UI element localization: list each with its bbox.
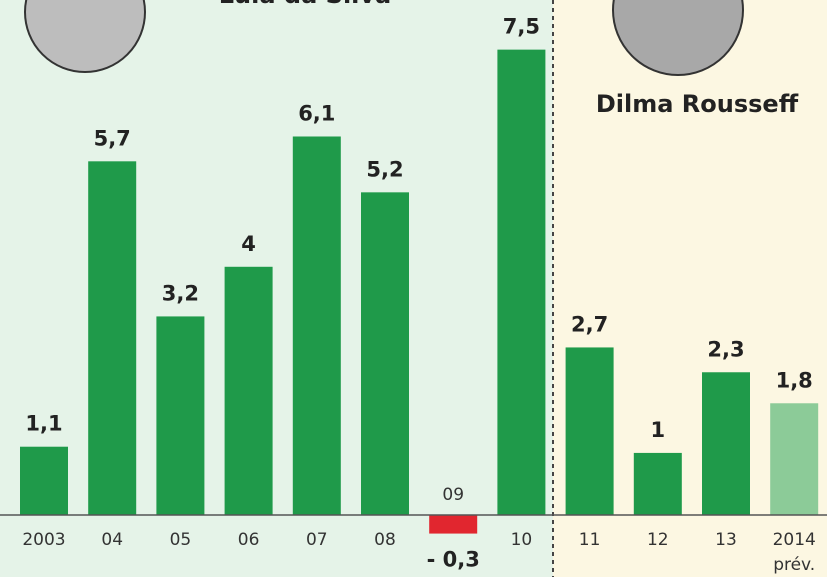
chart: Lula da Silva Dilma Rousseff 1,1 2003 5,7 0… bbox=[0, 0, 827, 577]
x-tick-label: 10 bbox=[511, 530, 533, 550]
x-tick-label: 05 bbox=[170, 530, 192, 550]
bar bbox=[566, 347, 614, 515]
lula-era-background bbox=[0, 0, 553, 577]
value-label: 7,5 bbox=[503, 15, 540, 39]
x-tick-label: 13 bbox=[715, 530, 737, 550]
bar bbox=[225, 267, 273, 515]
bar bbox=[497, 50, 545, 515]
bar bbox=[88, 161, 136, 515]
bar bbox=[156, 316, 204, 515]
x-tick-label: 08 bbox=[374, 530, 396, 550]
x-tick-label: 2003 bbox=[22, 530, 65, 550]
bar bbox=[702, 372, 750, 515]
bar bbox=[429, 515, 477, 534]
lula-label: Lula da Silva bbox=[219, 0, 391, 9]
value-label: 1,1 bbox=[25, 412, 62, 436]
bar bbox=[293, 136, 341, 514]
value-label: 1 bbox=[650, 418, 665, 442]
dilma-label: Dilma Rousseff bbox=[596, 90, 799, 118]
x-tick-label: 04 bbox=[101, 530, 123, 550]
x-tick-label: 06 bbox=[238, 530, 260, 550]
bar bbox=[770, 403, 818, 515]
bar bbox=[20, 447, 68, 515]
value-label: 3,2 bbox=[162, 281, 199, 305]
value-label: 5,7 bbox=[94, 126, 131, 150]
bar bbox=[634, 453, 682, 515]
projection-note: prév. bbox=[773, 555, 815, 575]
bar bbox=[361, 192, 409, 515]
x-tick-label: 09 bbox=[442, 485, 464, 505]
x-tick-label: 12 bbox=[647, 530, 669, 550]
value-label: 2,7 bbox=[571, 312, 608, 336]
x-tick-label: 07 bbox=[306, 530, 328, 550]
value-label: - 0,3 bbox=[427, 548, 480, 572]
x-tick-label: 11 bbox=[579, 530, 601, 550]
value-label: 4 bbox=[241, 232, 256, 256]
value-label: 6,1 bbox=[298, 101, 335, 125]
value-label: 2,3 bbox=[707, 337, 744, 361]
value-label: 1,8 bbox=[776, 368, 813, 392]
x-tick-label: 2014 bbox=[773, 530, 816, 550]
value-label: 5,2 bbox=[366, 157, 403, 181]
